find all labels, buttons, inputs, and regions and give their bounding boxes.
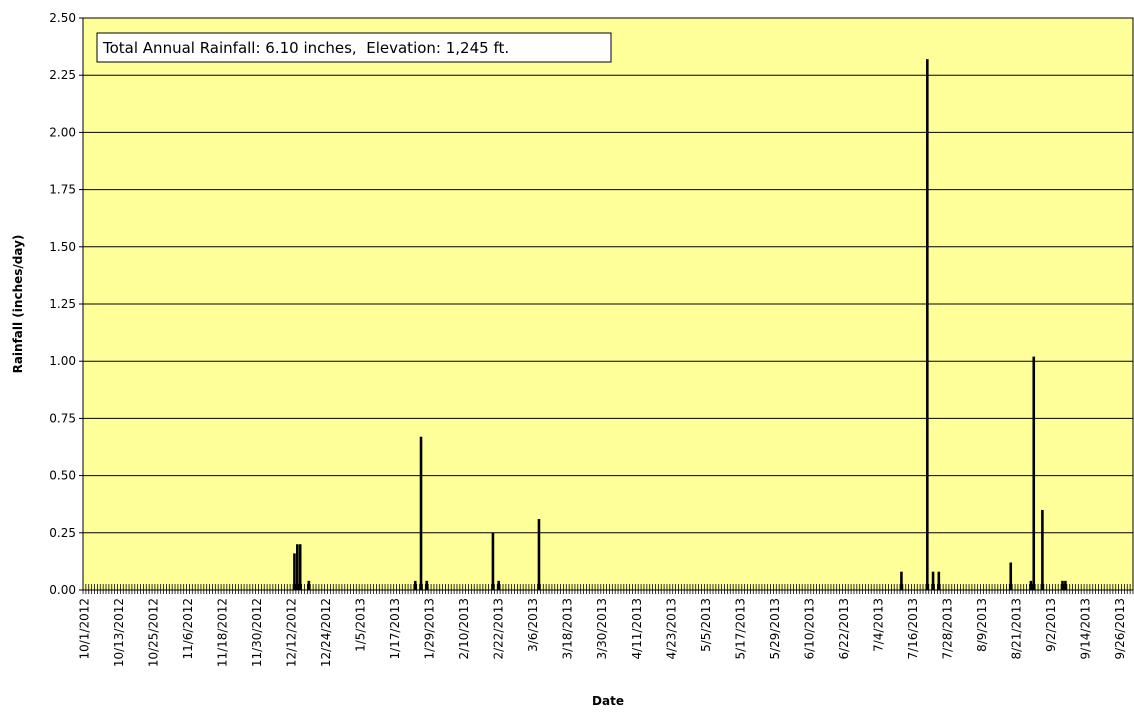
bar xyxy=(1041,509,1044,590)
x-tick-label: 3/18/2013 xyxy=(561,598,575,660)
x-tick-label: 10/1/2012 xyxy=(77,598,91,660)
bar xyxy=(537,519,541,590)
x-tick-label: 3/6/2013 xyxy=(526,598,540,652)
bar xyxy=(491,532,495,590)
grid xyxy=(79,17,1134,594)
x-tick-label: 11/6/2012 xyxy=(181,598,195,660)
bar xyxy=(1064,580,1067,590)
y-tick-label: 0.50 xyxy=(49,469,76,483)
x-tick-label: 9/2/2013 xyxy=(1044,598,1058,652)
bar xyxy=(497,580,500,590)
x-tick-label: 5/5/2013 xyxy=(699,598,713,652)
x-tick-label: 6/10/2013 xyxy=(802,598,816,660)
bar xyxy=(413,580,417,590)
x-tick-label: 5/17/2013 xyxy=(733,598,747,660)
bar xyxy=(296,544,299,590)
y-tick-label: 2.50 xyxy=(49,11,76,25)
bar xyxy=(931,571,935,590)
bar xyxy=(425,580,429,590)
x-tick-label: 4/11/2013 xyxy=(630,598,644,660)
y-tick-label: 1.00 xyxy=(49,354,76,368)
x-tick-label: 12/12/2012 xyxy=(285,598,299,667)
x-tick-label: 2/10/2013 xyxy=(457,598,471,660)
annotation: Total Annual Rainfall: 6.10 inches, Elev… xyxy=(102,39,509,57)
bar xyxy=(298,544,302,590)
x-tick-label: 10/25/2012 xyxy=(146,598,160,667)
x-axis-title: Date xyxy=(592,694,624,708)
bar xyxy=(926,59,929,590)
bar xyxy=(1032,356,1036,590)
x-tick-label: 8/21/2013 xyxy=(1009,598,1023,660)
bars xyxy=(293,59,1067,590)
y-tick-label: 1.25 xyxy=(49,297,76,311)
x-tick-label: 1/17/2013 xyxy=(388,598,402,660)
bar xyxy=(1029,580,1033,590)
x-tick-label: 1/29/2013 xyxy=(423,598,437,660)
bar xyxy=(900,571,903,590)
y-tick-label: 0.25 xyxy=(49,526,76,540)
x-tick-label: 11/30/2012 xyxy=(250,598,264,667)
y-tick-label: 2.25 xyxy=(49,68,76,82)
x-tick-label: 8/9/2013 xyxy=(975,598,989,652)
x-tick-label: 5/29/2013 xyxy=(768,598,782,660)
x-tick-label: 4/23/2013 xyxy=(664,598,678,660)
x-tick-label: 12/24/2012 xyxy=(319,598,333,667)
bar xyxy=(937,571,941,590)
bar xyxy=(1009,562,1013,590)
x-tick-label: 7/16/2013 xyxy=(906,598,920,660)
x-tick-label: 7/4/2013 xyxy=(871,598,885,652)
bar xyxy=(293,553,296,590)
x-tick-label: 7/28/2013 xyxy=(940,598,954,660)
y-tick-label: 2.00 xyxy=(49,125,76,139)
y-tick-label: 1.50 xyxy=(49,240,76,254)
annotation-box xyxy=(96,32,612,63)
bar xyxy=(307,580,311,590)
y-axis-title: Rainfall (inches/day) xyxy=(11,235,25,374)
x-tick-label: 10/13/2012 xyxy=(112,598,126,667)
y-tick-label: 0.00 xyxy=(49,583,76,597)
bar xyxy=(1061,580,1064,590)
x-tick-label: 1/5/2013 xyxy=(354,598,368,652)
x-tick-label: 2/22/2013 xyxy=(492,598,506,660)
x-tick-label: 3/30/2013 xyxy=(595,598,609,660)
y-tick-label: 1.75 xyxy=(49,183,76,197)
bar xyxy=(419,436,423,590)
x-tick-label: 9/26/2013 xyxy=(1113,598,1127,660)
x-tick-label: 11/18/2012 xyxy=(216,598,230,667)
x-tick-label: 9/14/2013 xyxy=(1079,598,1093,660)
y-tick-label: 0.75 xyxy=(49,411,76,425)
x-tick-label: 6/22/2013 xyxy=(837,598,851,660)
